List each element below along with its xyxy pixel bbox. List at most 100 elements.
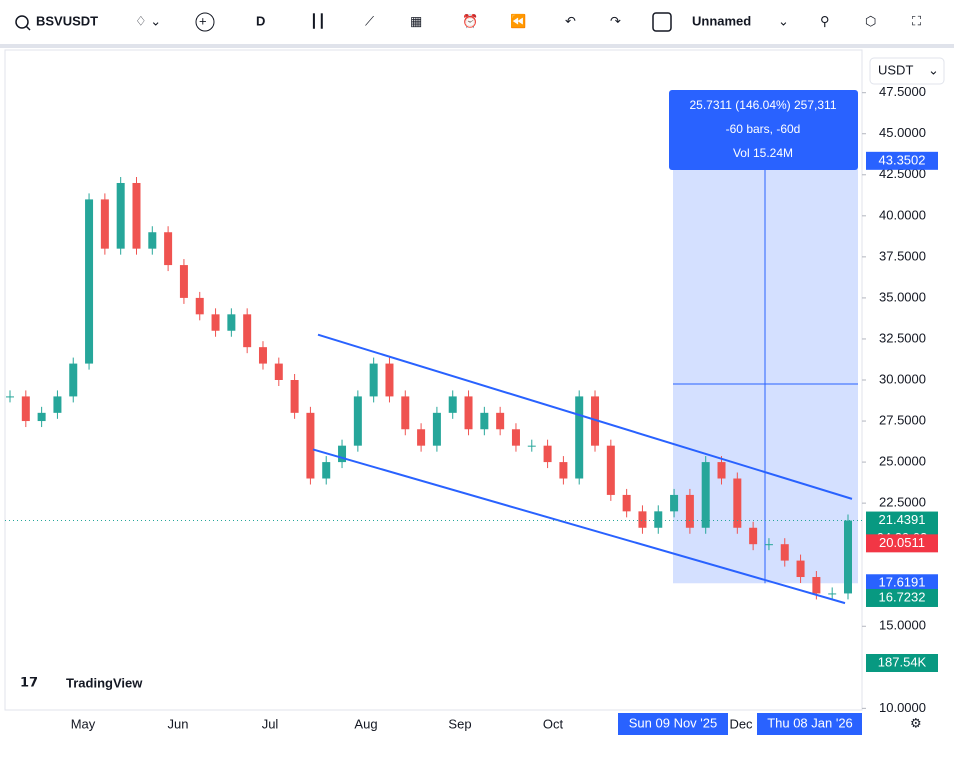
icon[interactable]: ┃┃ — [310, 12, 326, 29]
icon[interactable]: + — [199, 13, 207, 28]
x-tick-label: Jun — [168, 716, 189, 731]
x-tick-label: May — [71, 716, 96, 731]
icon[interactable]: ⛶ — [911, 13, 922, 28]
x-tick-label: Jul — [262, 716, 279, 731]
y-tick-label: 15.0000 — [879, 618, 926, 633]
candle — [100, 199, 109, 249]
candle — [717, 462, 726, 479]
y-tick-label: 22.5000 — [879, 495, 926, 510]
candle — [606, 445, 615, 495]
candle — [6, 396, 14, 398]
price-tag-label: 20.0511 — [879, 535, 925, 550]
candle — [527, 445, 536, 447]
y-tick-label: 32.5000 — [879, 330, 926, 345]
candle — [464, 396, 473, 430]
candle — [116, 182, 125, 249]
icon[interactable]: ⏰ — [462, 12, 478, 28]
price-tag — [866, 588, 938, 607]
candle — [353, 396, 362, 446]
price-tag-label: 17.6191 — [879, 575, 926, 590]
y-tick-label: 37.5000 — [879, 248, 926, 263]
candle — [701, 462, 710, 528]
x-tick-label: Dec — [729, 716, 753, 731]
candle — [195, 297, 204, 315]
y-tick-label: 40.0000 — [879, 207, 926, 222]
y-tick-label: 47.5000 — [879, 84, 926, 99]
candle — [85, 199, 94, 364]
icon[interactable]: ⏪ — [510, 13, 526, 28]
volume-tag — [866, 654, 938, 672]
icon[interactable]: ⬡ — [865, 13, 876, 28]
price-tag — [866, 534, 938, 553]
candle — [654, 511, 663, 528]
candle — [132, 182, 141, 249]
candle — [764, 544, 773, 546]
measure-text: Vol 15.24M — [733, 146, 793, 160]
y-tick-label: 10.0000 — [879, 700, 926, 715]
icon[interactable]: ↷ — [610, 13, 621, 28]
toolbar — [0, 0, 954, 46]
candle — [670, 494, 679, 512]
channel-line — [317, 333, 853, 500]
icon[interactable]: ⚙ — [910, 715, 922, 730]
date-label: Sun 09 Nov '25 — [629, 715, 718, 730]
candle — [448, 396, 457, 413]
x-tick-label: Sep — [448, 716, 471, 731]
layout-name[interactable]: Unnamed — [692, 13, 751, 28]
candle — [401, 396, 410, 430]
icon: ⌄ — [928, 62, 939, 77]
price-tag — [866, 574, 938, 593]
y-tick-label: 30.0000 — [879, 371, 926, 386]
currency[interactable]: USDT — [878, 62, 913, 77]
candle — [53, 396, 62, 413]
candle — [37, 412, 46, 422]
y-tick-label: 25.0000 — [879, 454, 926, 469]
candle — [638, 511, 647, 528]
candle — [511, 429, 520, 446]
icon[interactable]: ⟋ — [365, 13, 375, 28]
date-tag — [618, 713, 728, 735]
candle — [685, 494, 694, 528]
price-tag-label: 43.3502 — [879, 152, 926, 167]
candle — [828, 593, 837, 595]
interval[interactable]: D — [256, 13, 265, 28]
candle — [749, 527, 758, 545]
candle — [148, 232, 157, 249]
candle — [844, 520, 852, 594]
candle — [338, 445, 347, 463]
candle — [385, 363, 394, 397]
price-tag — [866, 151, 938, 170]
candle — [559, 462, 568, 479]
candle — [164, 232, 173, 266]
measure-text: 25.7311 (146.04%) 257,311 — [689, 98, 836, 112]
x-tick-label: Oct — [543, 716, 564, 731]
candle — [796, 560, 805, 578]
x-tick-label: Aug — [354, 716, 377, 731]
candle — [258, 347, 267, 364]
date-tag — [757, 713, 862, 735]
icon[interactable]: ↶ — [565, 13, 576, 28]
candle — [417, 429, 426, 446]
candle — [211, 314, 220, 331]
measure-box — [669, 90, 858, 170]
candle — [575, 396, 584, 479]
price-tag-label: 21.4391 — [879, 512, 926, 527]
symbol[interactable]: BSVUSDT — [36, 13, 98, 28]
candle — [179, 265, 188, 298]
candle — [480, 412, 489, 430]
candle — [622, 494, 631, 512]
y-tick-label: 42.5000 — [879, 166, 926, 181]
candle — [21, 396, 30, 422]
icon[interactable]: ⚲ — [820, 13, 830, 28]
icon[interactable]: ♢ ⌄ — [135, 13, 161, 28]
measure-text: -60 bars, -60d — [726, 122, 801, 136]
candle — [432, 412, 441, 446]
icon[interactable]: ⌄ — [778, 13, 789, 28]
candle — [306, 412, 315, 479]
y-tick-label: 35.0000 — [879, 289, 926, 304]
volume-label: 187.54K — [878, 654, 927, 669]
candle — [227, 314, 236, 331]
candle — [243, 314, 252, 348]
icon[interactable]: ▦ — [410, 13, 422, 28]
